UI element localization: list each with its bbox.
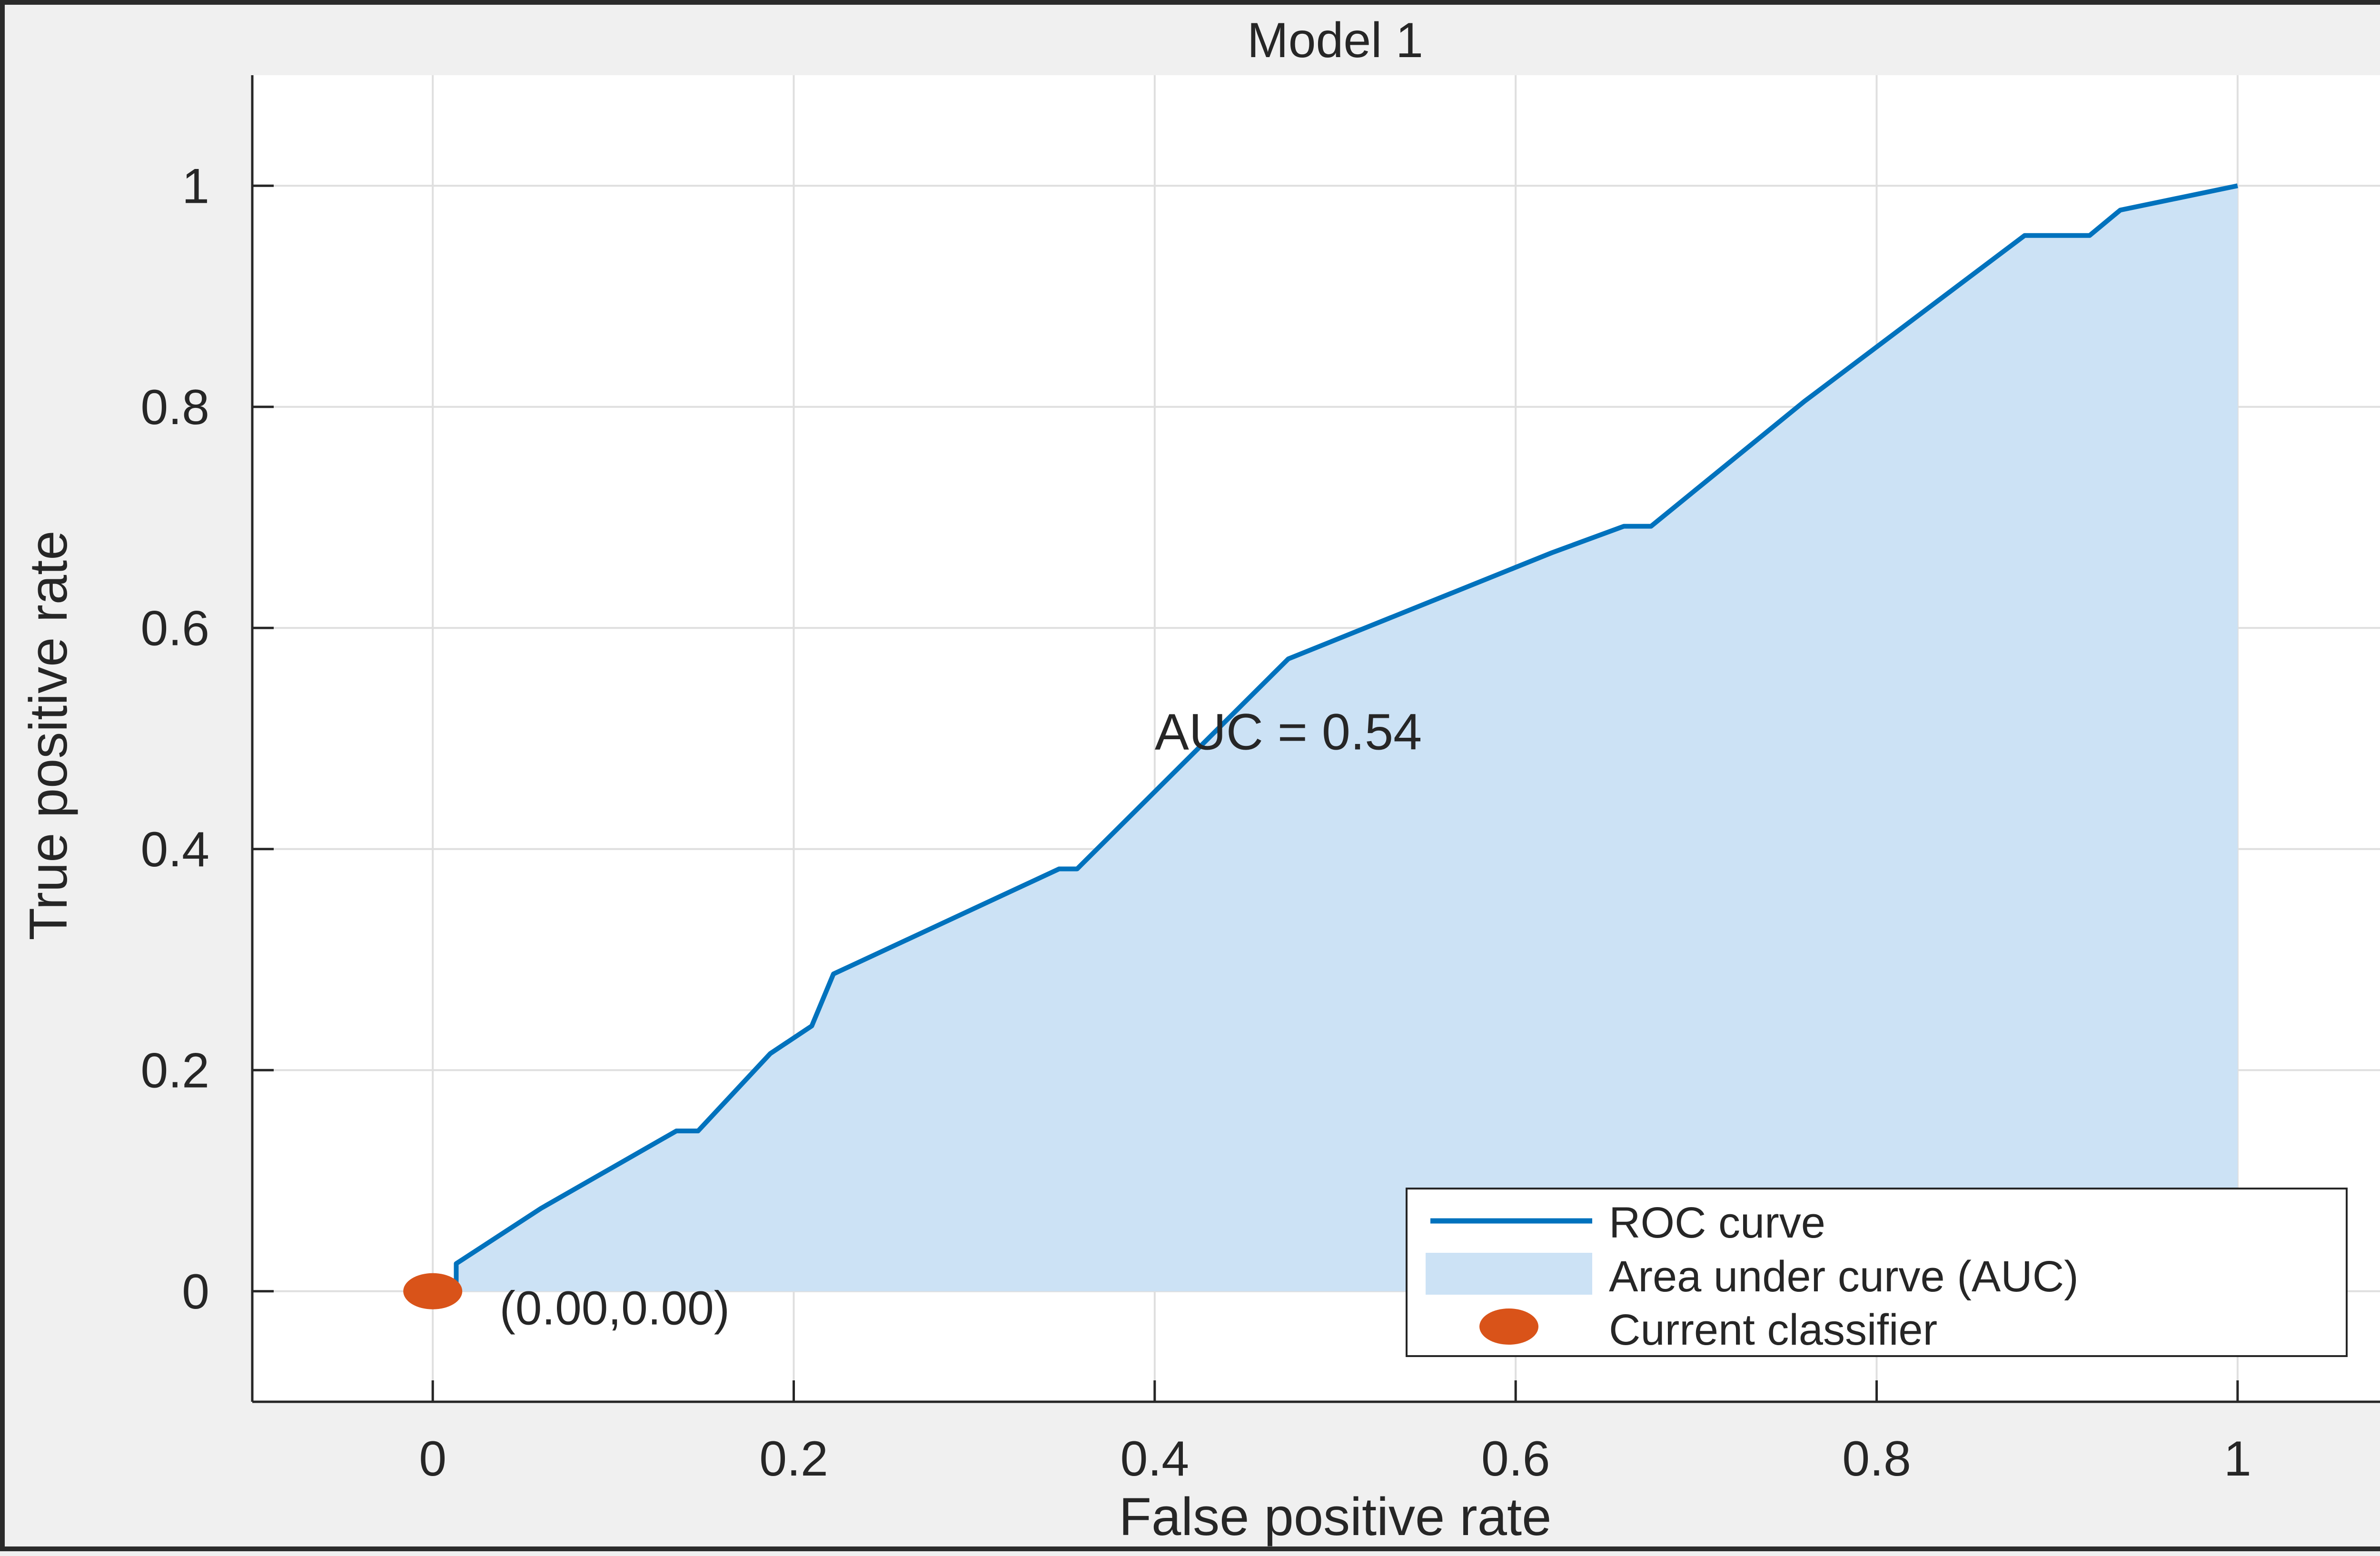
- legend: ROC curve Area under curve (AUC) Current…: [1406, 1188, 2348, 1357]
- roc-curve-line: [433, 183, 2238, 1294]
- y-tick-label: 0.2: [140, 1043, 209, 1098]
- x-tick-label: 0.4: [1121, 1431, 1190, 1487]
- classifier-point-annotation: (0.00,0.00): [499, 1281, 730, 1335]
- legend-swatch-auc: [1426, 1253, 1592, 1295]
- legend-label-roc: ROC curve: [1609, 1199, 1825, 1247]
- legend-swatch-classifier: [1479, 1308, 1538, 1345]
- x-tick-label: 0.2: [759, 1431, 828, 1487]
- chart-title: Model 1: [1247, 13, 1423, 68]
- y-tick-label: 0: [182, 1264, 209, 1319]
- x-tick-label: 1: [2224, 1431, 2251, 1487]
- y-tick-label: 0.6: [140, 601, 209, 656]
- auc-area: [433, 186, 2238, 1291]
- tick-marks: [252, 184, 2239, 1402]
- x-tick-label: 0.8: [1842, 1431, 1911, 1487]
- axes-lines: [251, 75, 2380, 1403]
- x-tick-label: 0: [419, 1431, 446, 1487]
- x-axis-label: False positive rate: [1119, 1487, 1552, 1546]
- legend-label-classifier: Current classifier: [1609, 1306, 1937, 1354]
- y-tick-label: 0.4: [140, 822, 209, 877]
- roc-chart: 0 0.2 0.4 0.6 0.8 1 0 0.2 0.4 0.6 0.8 1 Model 1 Fal…: [19, 13, 2380, 1546]
- current-classifier-marker: [403, 1273, 463, 1309]
- y-axis-label: True positive rate: [19, 530, 78, 940]
- y-tick-label: 1: [182, 159, 209, 214]
- x-tick-label: 0.6: [1481, 1431, 1550, 1487]
- auc-annotation: AUC = 0.54: [1155, 703, 1422, 761]
- y-tick-label: 0.8: [140, 380, 209, 435]
- legend-label-auc: Area under curve (AUC): [1609, 1252, 2079, 1301]
- tick-labels: 0 0.2 0.4 0.6 0.8 1 0 0.2 0.4 0.6 0.8 1: [140, 159, 2251, 1487]
